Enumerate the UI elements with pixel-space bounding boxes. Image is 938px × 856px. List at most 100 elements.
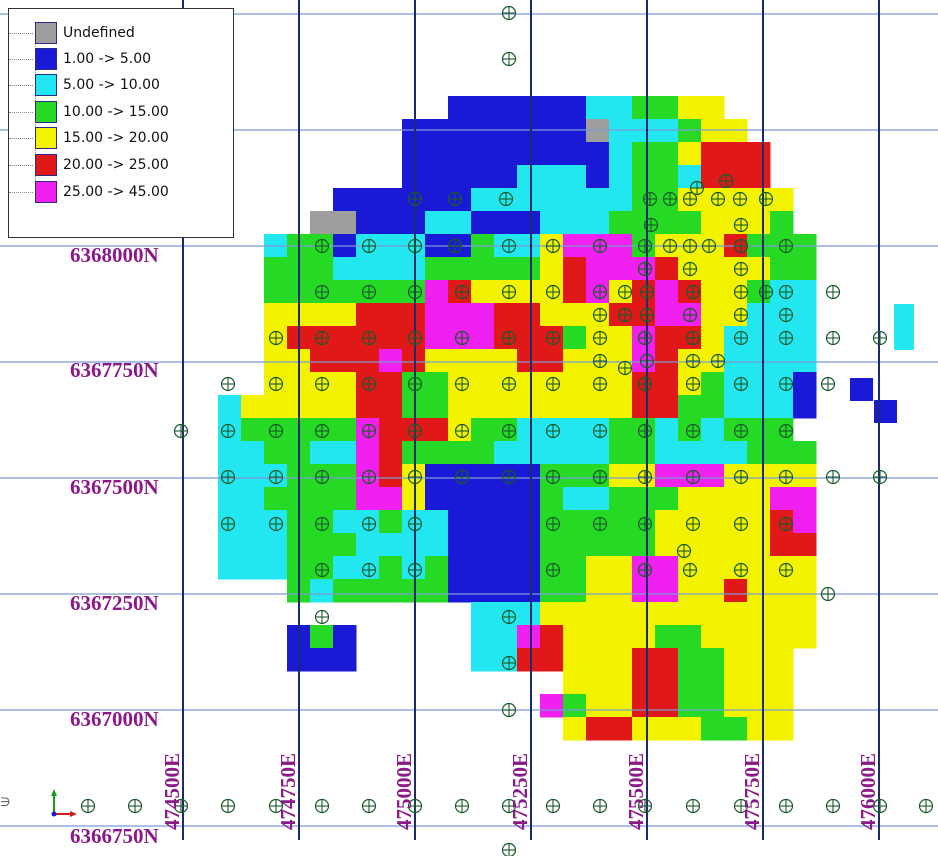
drillhole-marker[interactable]	[637, 562, 653, 578]
drillhole-marker[interactable]	[637, 376, 653, 392]
drillhole-marker[interactable]	[407, 516, 423, 532]
drillhole-marker[interactable]	[545, 330, 561, 346]
drillhole-marker[interactable]	[592, 330, 608, 346]
drillhole-marker[interactable]	[361, 330, 377, 346]
drillhole-marker[interactable]	[592, 798, 608, 814]
drillhole-marker[interactable]	[778, 423, 794, 439]
drillhole-marker[interactable]	[407, 423, 423, 439]
drillhole-marker[interactable]	[407, 330, 423, 346]
drillhole-marker[interactable]	[682, 261, 698, 277]
drillhole-marker[interactable]	[268, 376, 284, 392]
drillhole-marker[interactable]	[637, 469, 653, 485]
drillhole-marker[interactable]	[637, 516, 653, 532]
drillhole-marker[interactable]	[701, 238, 717, 254]
drillhole-marker[interactable]	[314, 238, 330, 254]
drillhole-marker[interactable]	[872, 330, 888, 346]
drillhole-marker[interactable]	[872, 469, 888, 485]
drillhole-marker[interactable]	[501, 609, 517, 625]
drillhole-marker[interactable]	[592, 353, 608, 369]
drillhole-marker[interactable]	[676, 543, 692, 559]
drillhole-marker[interactable]	[710, 191, 726, 207]
drillhole-marker[interactable]	[545, 516, 561, 532]
drillhole-marker[interactable]	[501, 330, 517, 346]
drillhole-marker[interactable]	[778, 376, 794, 392]
drillhole-marker[interactable]	[733, 307, 749, 323]
drillhole-marker[interactable]	[642, 191, 658, 207]
drillhole-marker[interactable]	[639, 284, 655, 300]
drillhole-marker[interactable]	[733, 562, 749, 578]
drillhole-marker[interactable]	[685, 798, 701, 814]
drillhole-marker[interactable]	[825, 284, 841, 300]
drillhole-marker[interactable]	[407, 562, 423, 578]
drillhole-marker[interactable]	[314, 376, 330, 392]
drillhole-marker[interactable]	[592, 516, 608, 532]
drillhole-marker[interactable]	[80, 798, 96, 814]
drillhole-marker[interactable]	[732, 191, 748, 207]
drillhole-marker[interactable]	[501, 469, 517, 485]
drillhole-marker[interactable]	[778, 284, 794, 300]
drillhole-marker[interactable]	[454, 798, 470, 814]
drillhole-marker[interactable]	[268, 469, 284, 485]
drillhole-marker[interactable]	[268, 798, 284, 814]
drillhole-marker[interactable]	[545, 423, 561, 439]
drillhole-marker[interactable]	[454, 376, 470, 392]
drillhole-marker[interactable]	[314, 609, 330, 625]
drillhole-marker[interactable]	[361, 798, 377, 814]
drillhole-marker[interactable]	[778, 798, 794, 814]
drillhole-marker[interactable]	[758, 191, 774, 207]
drillhole-marker[interactable]	[447, 238, 463, 254]
drillhole-marker[interactable]	[314, 330, 330, 346]
drillhole-marker[interactable]	[639, 307, 655, 323]
drillhole-marker[interactable]	[639, 353, 655, 369]
drillhole-marker[interactable]	[685, 353, 701, 369]
drillhole-marker[interactable]	[407, 284, 423, 300]
drillhole-marker[interactable]	[662, 191, 678, 207]
drillhole-marker[interactable]	[685, 423, 701, 439]
drillhole-marker[interactable]	[685, 284, 701, 300]
drillhole-marker[interactable]	[778, 307, 794, 323]
drillhole-marker[interactable]	[637, 330, 653, 346]
drillhole-marker[interactable]	[733, 376, 749, 392]
drillhole-marker[interactable]	[220, 798, 236, 814]
drillhole-marker[interactable]	[778, 562, 794, 578]
drillhole-marker[interactable]	[872, 798, 888, 814]
drillhole-marker[interactable]	[682, 307, 698, 323]
drillhole-marker[interactable]	[592, 423, 608, 439]
drillhole-marker[interactable]	[361, 469, 377, 485]
drillhole-marker[interactable]	[314, 284, 330, 300]
drillhole-marker[interactable]	[733, 238, 749, 254]
drillhole-marker[interactable]	[758, 284, 774, 300]
drillhole-marker[interactable]	[447, 191, 463, 207]
drillhole-marker[interactable]	[501, 655, 517, 671]
drillhole-marker[interactable]	[545, 469, 561, 485]
drillhole-marker[interactable]	[501, 284, 517, 300]
drillhole-marker[interactable]	[501, 798, 517, 814]
drillhole-marker[interactable]	[454, 423, 470, 439]
drillhole-marker[interactable]	[643, 217, 659, 233]
drillhole-marker[interactable]	[545, 238, 561, 254]
drillhole-marker[interactable]	[637, 238, 653, 254]
drillhole-marker[interactable]	[662, 238, 678, 254]
drillhole-marker[interactable]	[592, 307, 608, 323]
drillhole-marker[interactable]	[778, 469, 794, 485]
drillhole-marker[interactable]	[501, 238, 517, 254]
drillhole-marker[interactable]	[173, 423, 189, 439]
drillhole-marker[interactable]	[617, 307, 633, 323]
drillhole-marker[interactable]	[501, 5, 517, 21]
drillhole-marker[interactable]	[545, 284, 561, 300]
drillhole-marker[interactable]	[617, 284, 633, 300]
drillhole-marker[interactable]	[314, 516, 330, 532]
drillhole-marker[interactable]	[592, 376, 608, 392]
drillhole-marker[interactable]	[361, 423, 377, 439]
drillhole-marker[interactable]	[407, 469, 423, 485]
drillhole-marker[interactable]	[361, 376, 377, 392]
drillhole-marker[interactable]	[637, 423, 653, 439]
drillhole-marker[interactable]	[592, 238, 608, 254]
drillhole-marker[interactable]	[268, 330, 284, 346]
drillhole-marker[interactable]	[778, 516, 794, 532]
drillhole-marker[interactable]	[689, 180, 705, 196]
drillhole-marker[interactable]	[314, 423, 330, 439]
drillhole-marker[interactable]	[314, 469, 330, 485]
drillhole-marker[interactable]	[220, 376, 236, 392]
